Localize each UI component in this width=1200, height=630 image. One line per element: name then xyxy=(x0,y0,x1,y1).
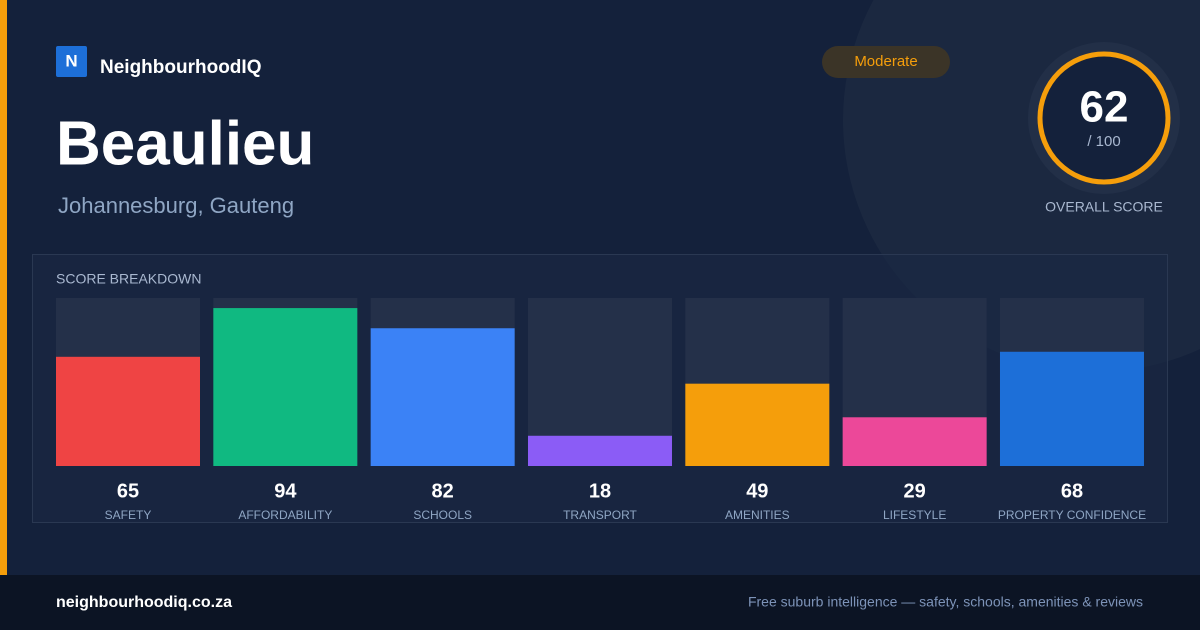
bar xyxy=(999,351,1144,466)
value-label: 29 xyxy=(904,480,926,502)
category-label: LIFESTYLE xyxy=(883,508,946,522)
score-max: / 100 xyxy=(1087,133,1120,150)
value-label: 94 xyxy=(274,480,297,502)
brand-name: NeighbourhoodIQ xyxy=(100,57,261,78)
bar xyxy=(370,328,515,466)
logo-letter: N xyxy=(65,51,77,70)
bar xyxy=(527,435,672,466)
value-label: 82 xyxy=(432,480,454,502)
footer-site: neighbourhoodiq.co.za xyxy=(56,594,232,611)
overall-score: 62 xyxy=(1080,83,1129,132)
category-label: SAFETY xyxy=(105,508,152,522)
badge xyxy=(822,46,950,78)
badge-text: Moderate xyxy=(854,53,917,70)
suburb-location: Johannesburg, Gauteng xyxy=(58,193,294,218)
category-label: AMENITIES xyxy=(725,508,790,522)
category-label: PROPERTY CONFIDENCE xyxy=(998,508,1146,522)
accent-stripe xyxy=(0,0,7,575)
category-label: SCHOOLS xyxy=(413,508,472,522)
bar xyxy=(685,383,830,466)
bar xyxy=(56,356,200,466)
bar xyxy=(213,308,358,466)
value-label: 18 xyxy=(589,480,611,502)
score-label: OVERALL SCORE xyxy=(1045,199,1163,215)
chart-title: SCORE BREAKDOWN xyxy=(56,271,201,287)
footer xyxy=(0,575,1200,630)
category-label: AFFORDABILITY xyxy=(238,508,332,522)
suburb-title: Beaulieu xyxy=(56,109,314,178)
value-label: 68 xyxy=(1061,480,1083,502)
score-ring xyxy=(1037,51,1171,185)
logo xyxy=(56,46,87,77)
bar xyxy=(842,417,987,466)
footer-tagline: Free suburb intelligence — safety, schoo… xyxy=(748,594,1143,610)
category-label: TRANSPORT xyxy=(563,508,637,522)
value-label: 65 xyxy=(117,480,139,502)
value-label: 49 xyxy=(746,480,768,502)
